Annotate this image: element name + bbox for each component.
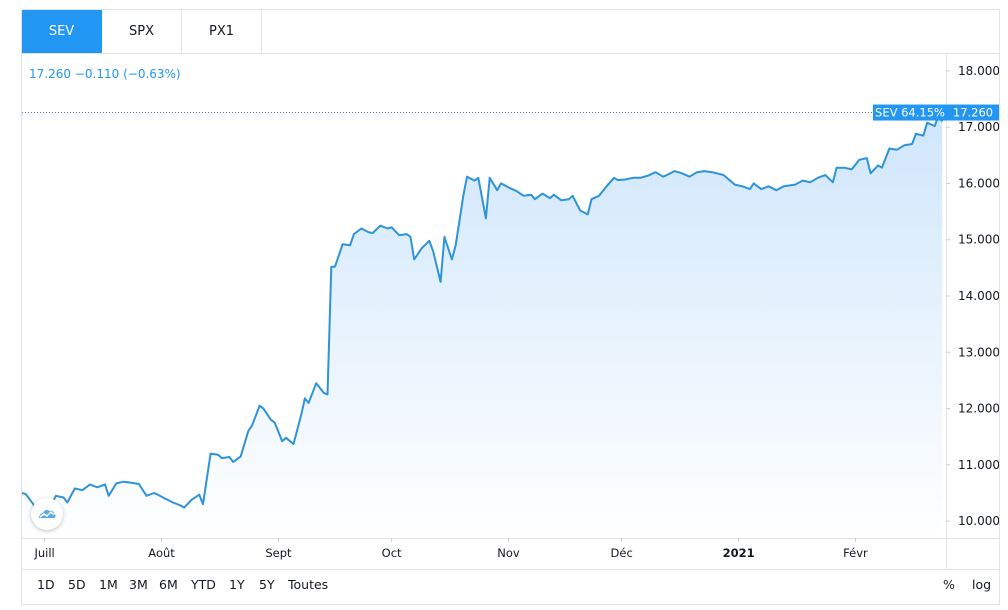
range-ytd-button[interactable]: YTD (191, 577, 216, 592)
y-tick-label: 16.000 (958, 176, 999, 190)
x-tick-label: Août (148, 546, 175, 560)
quote-header: 17.260 −0.110 (−0.63%) (29, 67, 181, 81)
last-value-price-label: 17.260 (953, 106, 993, 120)
range-1d-button[interactable]: 1D (37, 577, 55, 592)
range-6m-button[interactable]: 6M (159, 577, 178, 592)
last-value-price-box (947, 104, 999, 121)
series-area-fill (22, 115, 943, 539)
x-tick-label: Oct (382, 546, 402, 560)
logo-cloud-icon (39, 509, 56, 518)
y-tick-label: 13.000 (958, 345, 999, 359)
tradingview-logo[interactable] (31, 498, 63, 530)
range-1y-button[interactable]: 1Y (229, 577, 245, 592)
tab-spx[interactable]: SPX (102, 10, 182, 53)
quote-change: −0.110 (74, 67, 120, 81)
series-line (22, 114, 944, 519)
price-chart[interactable]: 18.000 17.000 16.000 15.000 14.000 13.000 12.0… (22, 10, 999, 570)
x-tick-label: Févr (843, 546, 868, 560)
y-tick-label: 14.000 (958, 289, 999, 303)
x-tick-label: 2021 (723, 546, 755, 560)
x-tick-label: Déc (611, 546, 633, 560)
range-1m-button[interactable]: 1M (99, 577, 118, 592)
y-tick-label: 11.000 (958, 458, 999, 472)
quote-price: 17.260 (29, 67, 71, 81)
range-all-button[interactable]: Toutes (288, 577, 329, 592)
range-3m-button[interactable]: 3M (129, 577, 148, 592)
x-tick-label: Nov (497, 546, 520, 560)
quote-change-pct: (−0.63%) (123, 67, 181, 81)
y-tick-label: 12.000 (958, 402, 999, 416)
last-value-name-label: SEV 64.15% (875, 106, 945, 120)
tab-sev[interactable]: SEV (22, 10, 102, 53)
x-tick-label: Sept (265, 546, 292, 560)
tab-px1[interactable]: PX1 (182, 10, 262, 53)
chart-widget: SEV SPX PX1 17.260 −0.110 (−0.63%) 18.00… (21, 9, 1000, 605)
range-5d-button[interactable]: 5D (68, 577, 86, 592)
last-value-name-box (873, 104, 947, 121)
y-tick-label: 10.000 (958, 514, 999, 528)
y-tick-label: 18.000 (958, 64, 999, 78)
log-scale-button[interactable]: log (972, 577, 992, 592)
y-tick-label: 15.000 (958, 233, 999, 247)
range-5y-button[interactable]: 5Y (259, 577, 275, 592)
y-tick-label: 17.000 (958, 120, 999, 134)
x-tick-label: Juill (33, 546, 54, 560)
percent-scale-button[interactable]: % (943, 577, 955, 592)
symbol-tabs: SEV SPX PX1 (22, 10, 999, 54)
